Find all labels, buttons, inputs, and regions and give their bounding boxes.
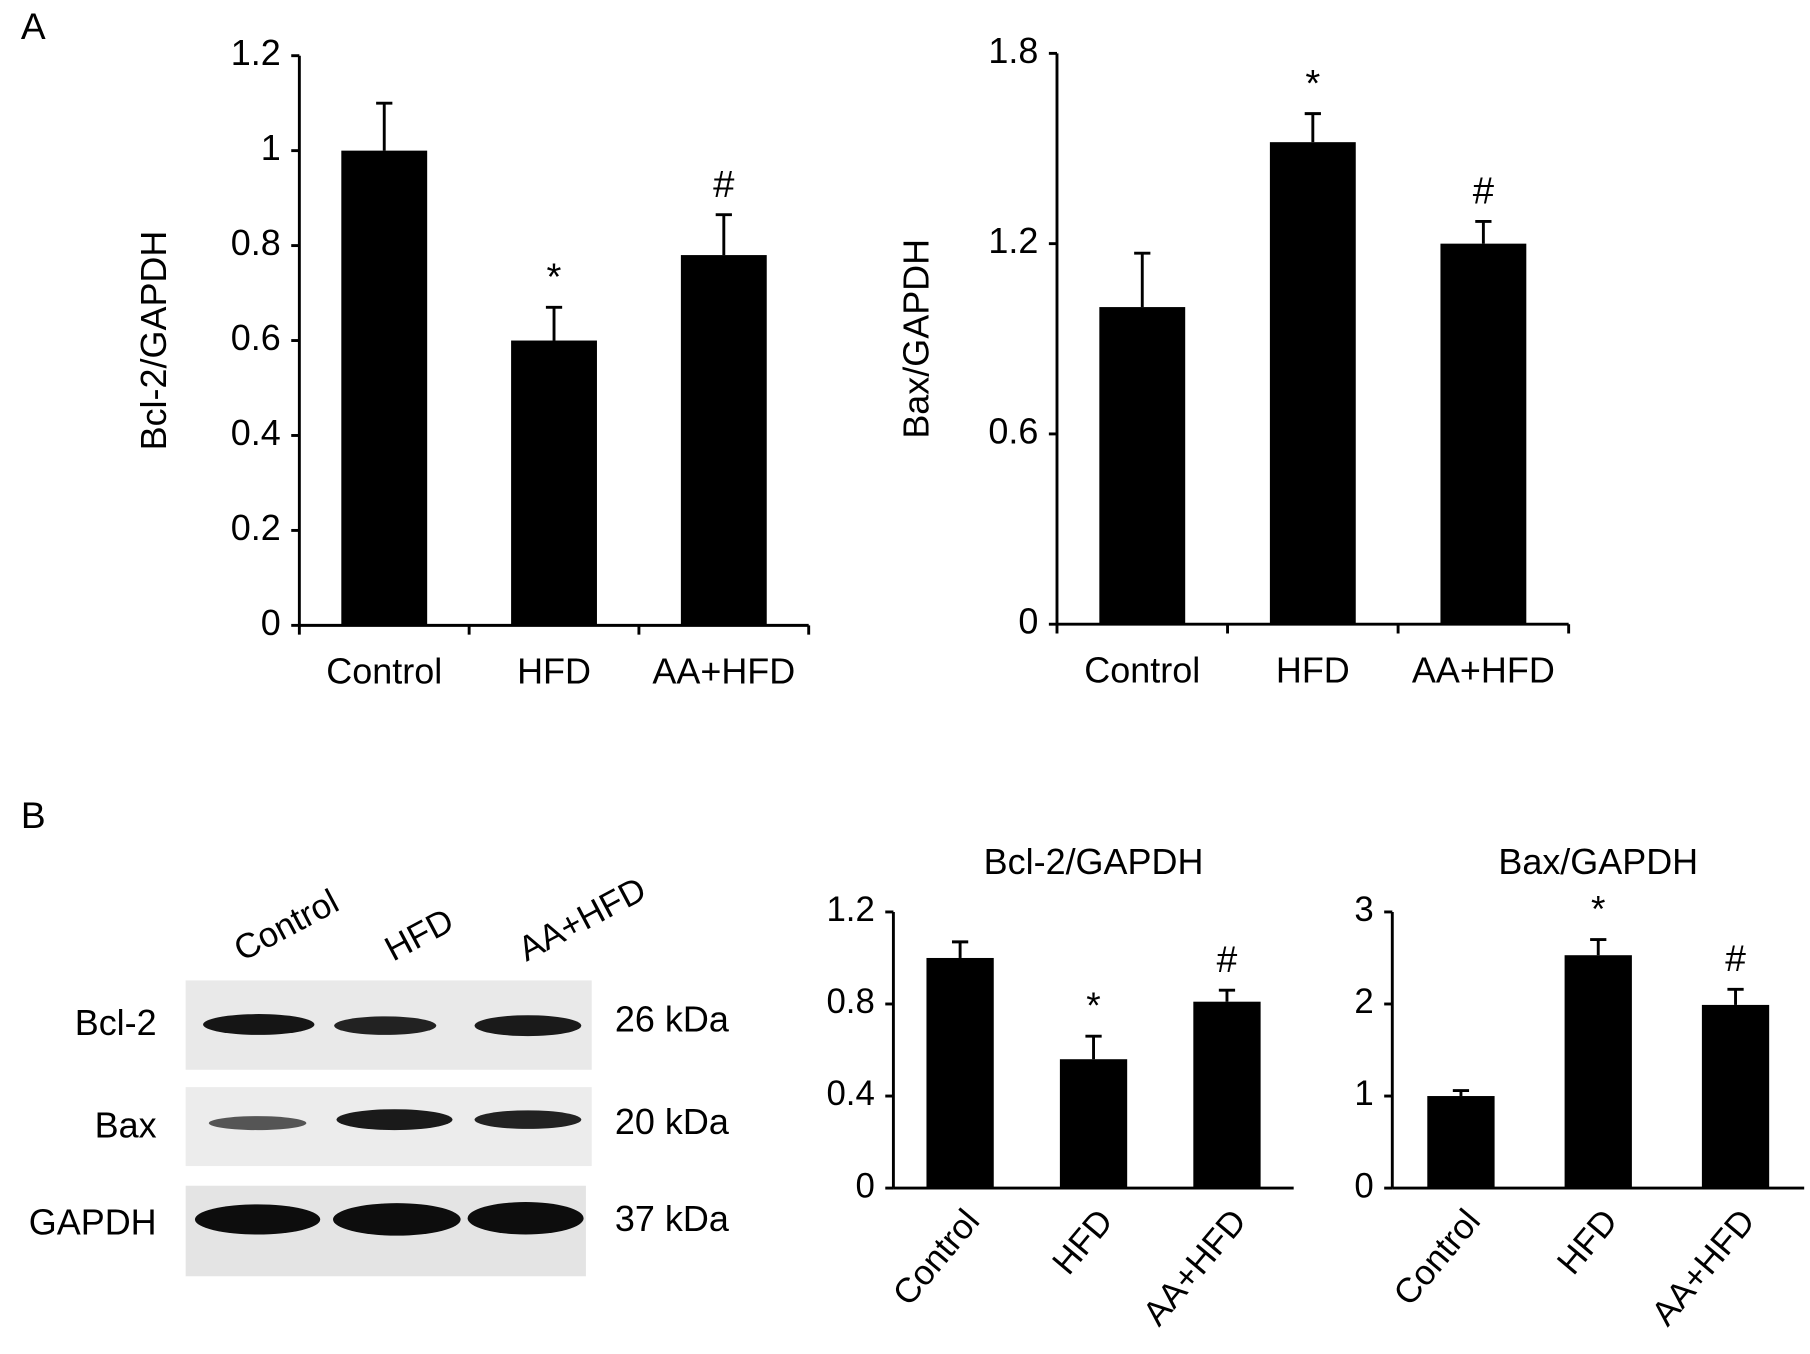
x-tick-label: Control [1386,1202,1488,1313]
chart-title: Bcl-2/GAPDH [984,841,1204,882]
y-tick-label: 1 [1354,1074,1373,1113]
protein-label: Bax [95,1104,157,1145]
bar [1701,1004,1770,1189]
y-tick-label: 1.2 [826,890,874,929]
error-bar [1727,987,1744,1005]
blot-band [333,1203,461,1236]
blot-band [334,1016,437,1035]
blot-band [203,1014,315,1035]
y-tick-label: 0.8 [826,982,874,1021]
bar [1059,1059,1128,1189]
bar [1099,307,1186,625]
significance-mark: # [1217,938,1238,980]
significance-mark: * [1305,62,1320,105]
chart-title: Bax/GAPDH [1498,841,1698,882]
bar [1440,243,1527,625]
significance-mark: * [1591,888,1605,930]
y-tick-label: 1.2 [988,220,1038,261]
y-tick-label: 0.6 [231,317,281,358]
y-tick-label: 1.8 [988,30,1038,71]
y-tick-label: 0.8 [231,222,281,263]
size-label: 20 kDa [615,1101,729,1142]
bar [511,340,597,626]
y-tick-label: 0.6 [988,410,1038,451]
x-tick-label: HFD [1276,649,1350,690]
bar [926,957,994,1189]
x-tick-label: HFD [1045,1202,1121,1282]
significance-mark: * [547,256,562,299]
y-tick-label: 0.2 [231,507,281,548]
y-tick-label: 2 [1354,982,1373,1021]
bar [1193,1001,1261,1189]
size-label: 37 kDa [615,1198,729,1239]
bar [1269,142,1356,625]
y-tick-label: 1 [261,127,281,168]
x-tick-label: AA+HFD [1412,649,1555,690]
blot-band [467,1202,584,1235]
error-bar [545,305,563,341]
y-tick-label: 0 [261,602,281,643]
error-bar [1134,251,1151,308]
blot-band [336,1109,453,1131]
y-tick-label: 0.4 [826,1074,874,1113]
significance-mark: * [1086,984,1100,1026]
error-bar [1304,112,1321,143]
y-axis-label: Bax/GAPDH [895,239,936,439]
bar [1564,955,1632,1189]
blot-band [208,1116,307,1131]
bar [1427,1096,1495,1189]
x-tick-label: Control [885,1202,987,1313]
significance-mark: # [1473,170,1495,213]
error-bar [951,940,969,958]
x-tick-label: AA+HFD [652,651,795,692]
x-tick-label: AA+HFD [1135,1202,1254,1333]
protein-label: Bcl-2 [75,1002,157,1043]
lane-label: Control [228,882,345,969]
y-tick-label: 3 [1354,890,1373,929]
blot-band [474,1015,582,1037]
blot-band [194,1204,321,1235]
lane-label: HFD [378,901,459,969]
x-tick-label: Control [326,651,442,692]
x-tick-label: HFD [517,651,591,692]
y-axis-label: Bcl-2/GAPDH [133,231,174,451]
y-tick-label: 1.2 [231,32,281,73]
size-label: 26 kDa [615,999,729,1040]
western-blot: Control HFD AA+HFD Bcl-2 Bax GAPDH 26 kD… [29,870,729,1277]
error-bar [715,213,732,256]
y-tick-label: 0.4 [231,412,281,453]
lane-label: AA+HFD [512,870,652,969]
y-tick-label: 0 [1354,1166,1373,1205]
protein-label: GAPDH [29,1202,157,1243]
significance-mark: # [713,163,735,206]
x-tick-label: HFD [1549,1202,1625,1282]
error-bar [376,101,393,151]
error-bar [1218,988,1236,1002]
error-bar [1590,938,1607,956]
y-tick-label: 0 [855,1166,874,1205]
bar [341,150,428,626]
x-tick-label: AA+HFD [1644,1202,1763,1333]
bar [680,255,767,626]
error-bar [1085,1034,1102,1060]
significance-mark: # [1725,937,1746,979]
error-bar [1475,220,1492,244]
panel-label: A [21,5,46,47]
error-bar [1452,1089,1470,1097]
y-tick-label: 0 [1018,601,1038,642]
panel-label: B [21,794,46,836]
x-tick-label: Control [1084,649,1200,690]
blot-band [474,1110,582,1129]
